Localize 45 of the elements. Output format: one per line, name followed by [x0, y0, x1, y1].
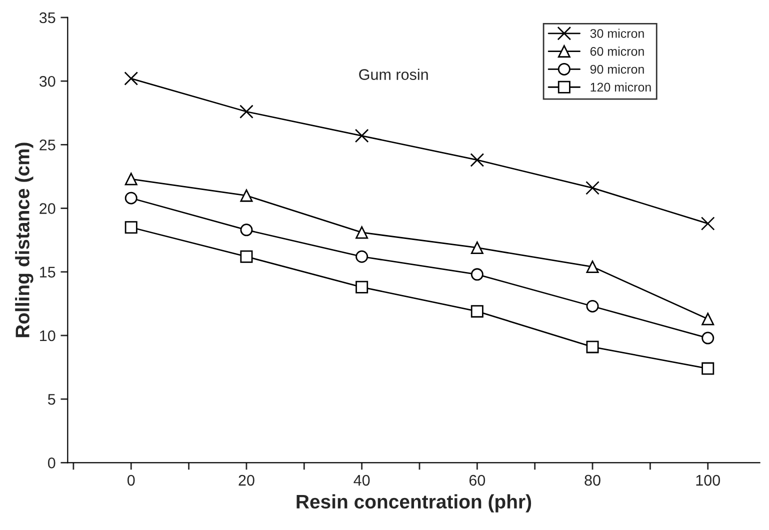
x-tick-label: 20 [238, 474, 254, 486]
y-tick-label: 35 [39, 12, 56, 24]
point [240, 250, 253, 263]
point [702, 312, 714, 326]
legend-label: 120 micron [590, 82, 651, 92]
y-tick-label: 5 [48, 394, 56, 405]
point [586, 180, 600, 195]
y-tick-label: 30 [39, 76, 56, 87]
point [470, 305, 484, 318]
y-tick-label: 10 [40, 330, 56, 342]
x-axis-title: Resin concentration (phr) [296, 494, 532, 512]
y-tick-label: 20 [40, 203, 56, 214]
annotation: Gum rosin [359, 68, 428, 80]
point [240, 189, 253, 202]
legend-label: 30 micron [590, 28, 644, 38]
legend-label: 90 micron [590, 64, 644, 74]
point [470, 153, 484, 167]
x-tick-label: 60 [469, 474, 486, 486]
legend-label: 60 micron [590, 46, 644, 56]
point [356, 250, 368, 263]
point [356, 280, 368, 294]
x-tick-label: 40 [354, 474, 370, 486]
point [470, 268, 484, 281]
point [124, 172, 138, 186]
point [124, 72, 138, 86]
point [586, 260, 599, 274]
y-tick-label: 0 [48, 458, 56, 468]
x-tick-label: 100 [696, 474, 720, 486]
y-tick-label: 25 [40, 140, 56, 150]
point [240, 104, 254, 119]
point [586, 300, 599, 312]
y-axis-title: Rolling distance (cm) [15, 142, 34, 338]
point [124, 192, 138, 204]
point [356, 226, 368, 239]
x-tick-label: 80 [584, 474, 600, 486]
point [702, 362, 714, 375]
point [124, 221, 138, 234]
x-tick-label: 0 [127, 474, 135, 486]
point [470, 241, 484, 254]
point [240, 224, 253, 236]
point [700, 216, 715, 230]
point [702, 332, 714, 344]
y-tick-label: 15 [40, 266, 56, 278]
point [586, 340, 599, 354]
point [354, 128, 369, 143]
